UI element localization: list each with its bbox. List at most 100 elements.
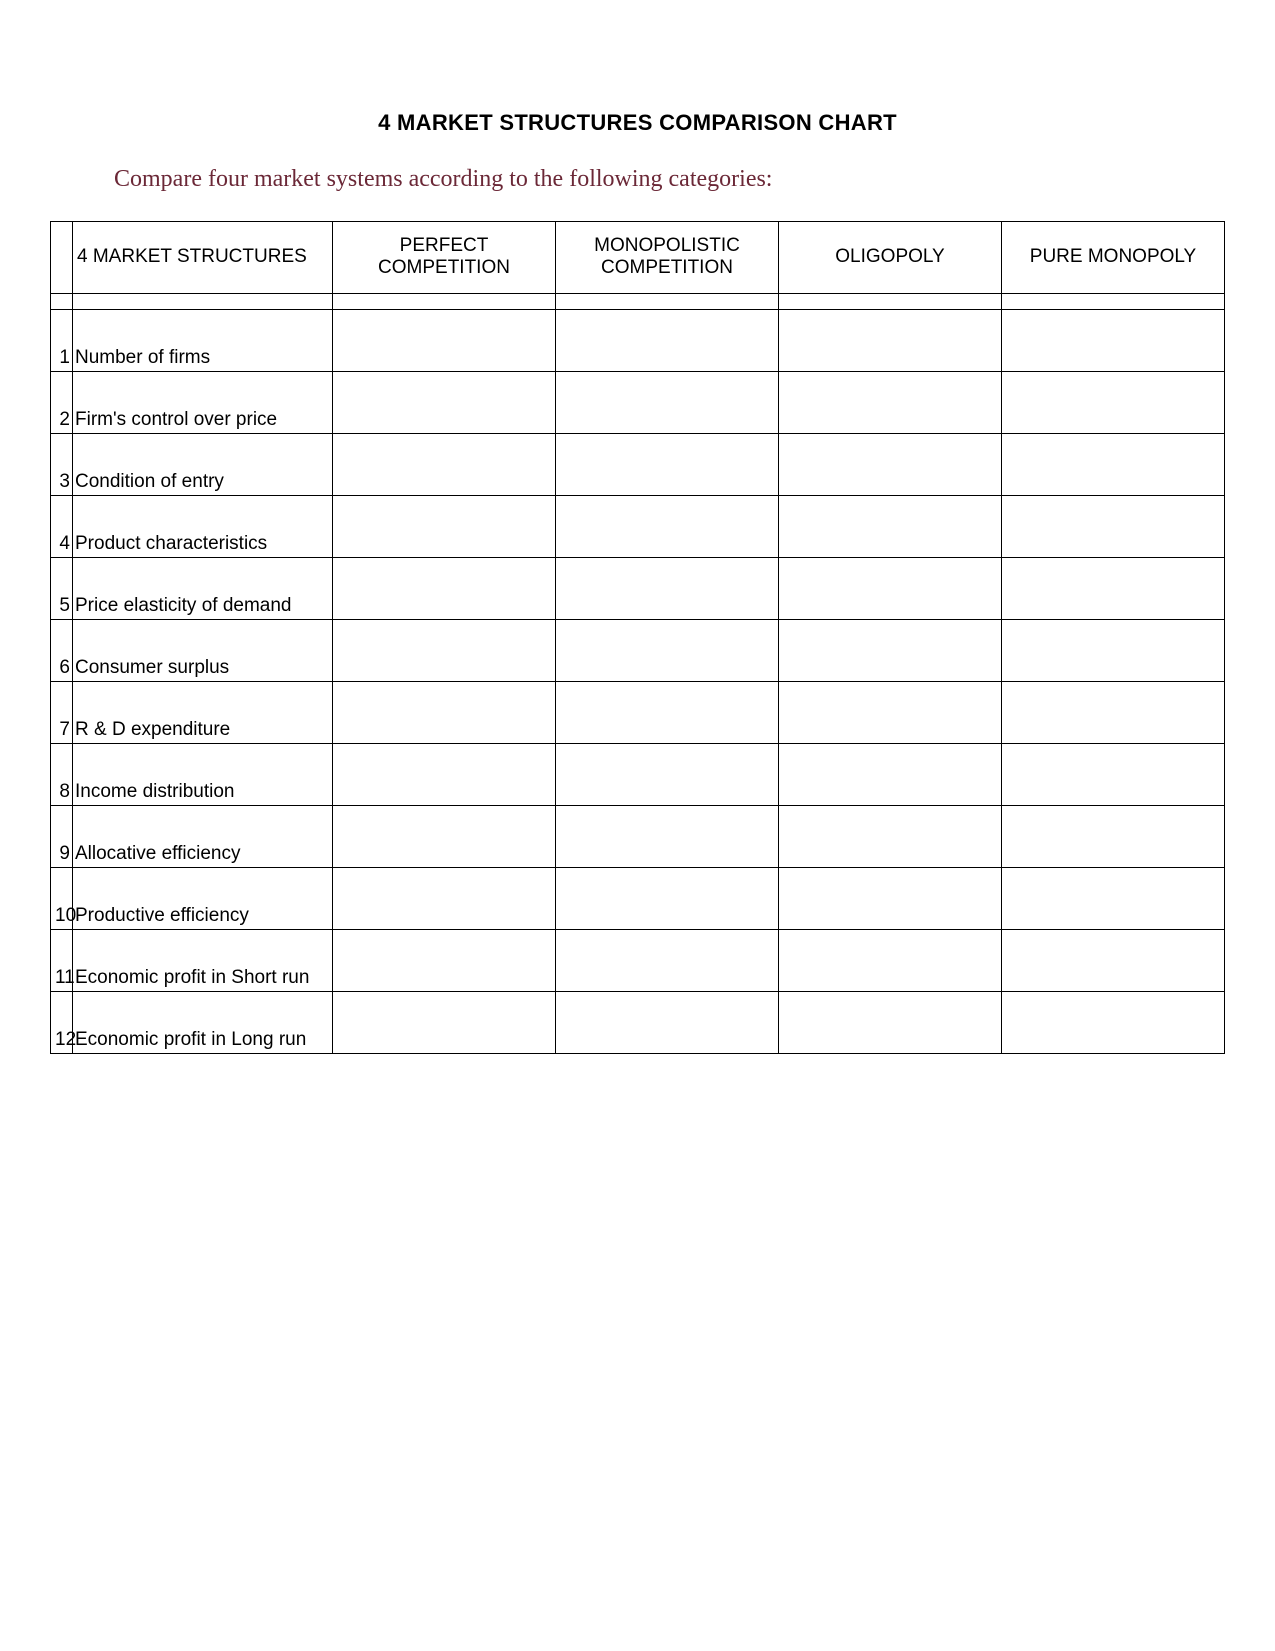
data-cell <box>333 806 556 868</box>
data-cell <box>779 310 1002 372</box>
table-row: 11Economic profit in Short run <box>51 930 1225 992</box>
row-label: Condition of entry <box>73 434 333 496</box>
data-cell <box>779 806 1002 868</box>
row-number: 9 <box>51 806 73 868</box>
table-row: 7R & D expenditure <box>51 682 1225 744</box>
data-cell <box>333 372 556 434</box>
row-number: 11 <box>51 930 73 992</box>
data-cell <box>333 868 556 930</box>
row-label: Economic profit in Short run <box>73 930 333 992</box>
data-cell <box>333 310 556 372</box>
row-number: 6 <box>51 620 73 682</box>
data-cell <box>333 496 556 558</box>
table-row: 3Condition of entry <box>51 434 1225 496</box>
data-cell <box>1002 434 1225 496</box>
data-cell <box>333 682 556 744</box>
header-rowlabel: 4 MARKET STRUCTURES <box>73 222 333 294</box>
data-cell <box>779 930 1002 992</box>
data-cell <box>1002 620 1225 682</box>
header-col-2: OLIGOPOLY <box>779 222 1002 294</box>
header-col-1: MONOPOLISTIC COMPETITION <box>556 222 779 294</box>
table-row: 1Number of firms <box>51 310 1225 372</box>
data-cell <box>1002 930 1225 992</box>
table-row: 6Consumer surplus <box>51 620 1225 682</box>
data-cell <box>333 930 556 992</box>
data-cell <box>556 682 779 744</box>
row-number: 10 <box>51 868 73 930</box>
row-label: Consumer surplus <box>73 620 333 682</box>
data-cell <box>333 434 556 496</box>
data-cell <box>556 744 779 806</box>
table-row: 9Allocative efficiency <box>51 806 1225 868</box>
spacer-cell <box>556 294 779 310</box>
data-cell <box>779 620 1002 682</box>
data-cell <box>556 992 779 1054</box>
row-number: 7 <box>51 682 73 744</box>
spacer-cell <box>333 294 556 310</box>
spacer-cell <box>73 294 333 310</box>
table-row: 2Firm's control over price <box>51 372 1225 434</box>
row-number: 8 <box>51 744 73 806</box>
data-cell <box>1002 744 1225 806</box>
data-cell <box>1002 682 1225 744</box>
data-cell <box>556 496 779 558</box>
table-row: 12Economic profit in Long run <box>51 992 1225 1054</box>
data-cell <box>1002 806 1225 868</box>
data-cell <box>1002 372 1225 434</box>
data-cell <box>556 558 779 620</box>
data-cell <box>779 372 1002 434</box>
page-subtitle: Compare four market systems according to… <box>114 166 1225 193</box>
data-cell <box>779 496 1002 558</box>
table-row: 5Price elasticity of demand <box>51 558 1225 620</box>
data-cell <box>779 868 1002 930</box>
data-cell <box>556 930 779 992</box>
table-row: 10Productive efficiency <box>51 868 1225 930</box>
row-label: Economic profit in Long run <box>73 992 333 1054</box>
data-cell <box>556 806 779 868</box>
data-cell <box>556 310 779 372</box>
data-cell <box>779 992 1002 1054</box>
row-number: 12 <box>51 992 73 1054</box>
data-cell <box>1002 310 1225 372</box>
spacer-cell <box>1002 294 1225 310</box>
row-label: Number of firms <box>73 310 333 372</box>
row-number: 4 <box>51 496 73 558</box>
header-num-blank <box>51 222 73 294</box>
row-label: Price elasticity of demand <box>73 558 333 620</box>
spacer-row <box>51 294 1225 310</box>
row-number: 1 <box>51 310 73 372</box>
data-cell <box>779 682 1002 744</box>
data-cell <box>779 744 1002 806</box>
data-cell <box>333 992 556 1054</box>
row-number: 3 <box>51 434 73 496</box>
data-cell <box>1002 992 1225 1054</box>
data-cell <box>779 434 1002 496</box>
table-header-row: 4 MARKET STRUCTURES PERFECT COMPETITION … <box>51 222 1225 294</box>
data-cell <box>333 744 556 806</box>
table-row: 4Product characteristics <box>51 496 1225 558</box>
data-cell <box>556 868 779 930</box>
table-body: 1Number of firms2Firm's control over pri… <box>51 294 1225 1054</box>
row-label: R & D expenditure <box>73 682 333 744</box>
data-cell <box>1002 496 1225 558</box>
row-label: Productive efficiency <box>73 868 333 930</box>
data-cell <box>556 372 779 434</box>
row-label: Firm's control over price <box>73 372 333 434</box>
data-cell <box>779 558 1002 620</box>
page-title: 4 MARKET STRUCTURES COMPARISON CHART <box>50 110 1225 136</box>
data-cell <box>1002 868 1225 930</box>
row-label: Product characteristics <box>73 496 333 558</box>
data-cell <box>556 434 779 496</box>
spacer-cell <box>51 294 73 310</box>
data-cell <box>333 558 556 620</box>
row-label: Allocative efficiency <box>73 806 333 868</box>
header-col-3: PURE MONOPOLY <box>1002 222 1225 294</box>
table-row: 8Income distribution <box>51 744 1225 806</box>
header-col-0: PERFECT COMPETITION <box>333 222 556 294</box>
row-label: Income distribution <box>73 744 333 806</box>
data-cell <box>333 620 556 682</box>
comparison-table: 4 MARKET STRUCTURES PERFECT COMPETITION … <box>50 221 1225 1054</box>
data-cell <box>556 620 779 682</box>
row-number: 2 <box>51 372 73 434</box>
spacer-cell <box>779 294 1002 310</box>
